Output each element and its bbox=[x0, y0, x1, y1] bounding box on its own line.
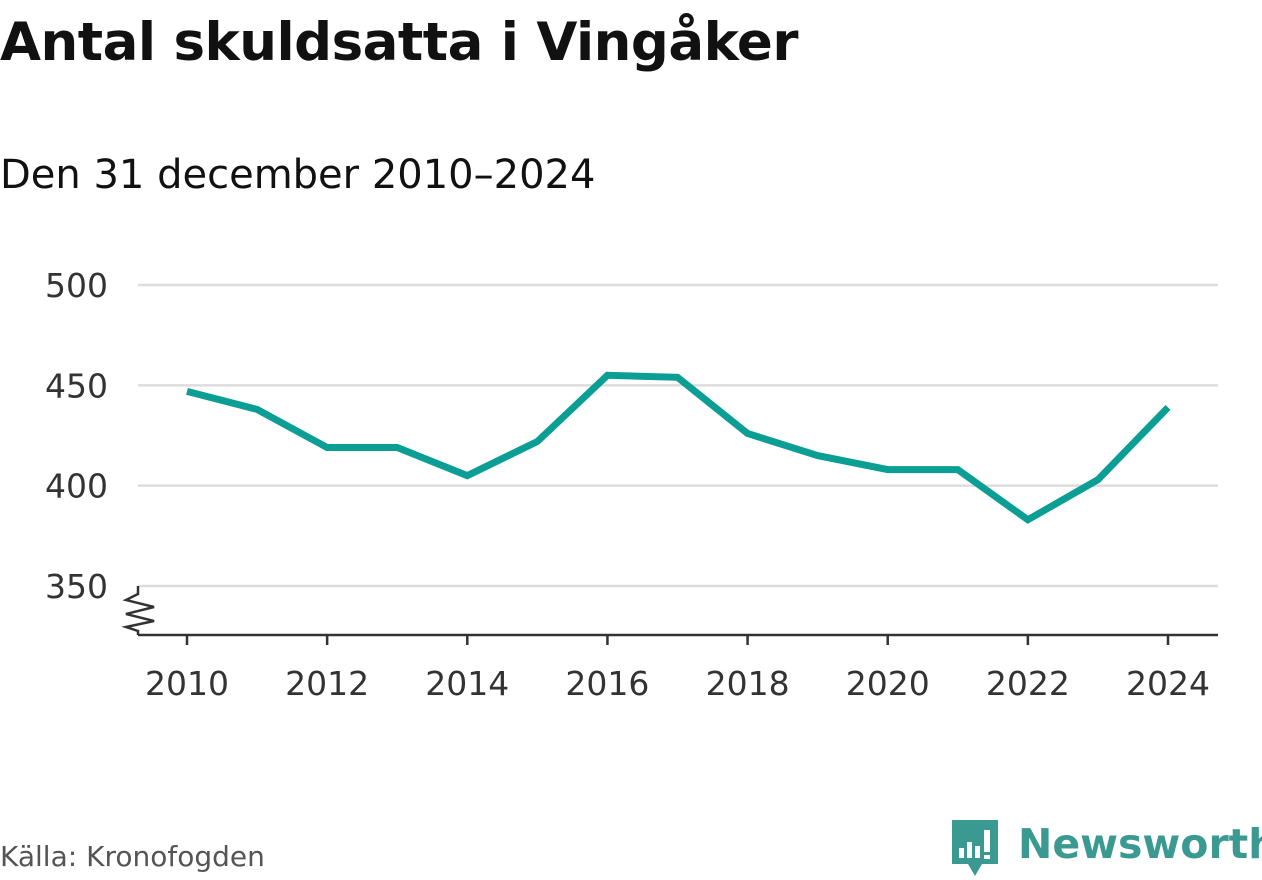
brand-name: Newsworthy bbox=[1018, 820, 1262, 868]
x-tick-label-2020: 2020 bbox=[846, 664, 930, 703]
y-tick-label-500: 500 bbox=[45, 266, 108, 305]
newsworthy-logo-icon bbox=[952, 820, 998, 876]
series-layer bbox=[186, 371, 1171, 524]
brand-logo: Newsworthy bbox=[950, 818, 1262, 880]
y-tick-label-350: 350 bbox=[45, 567, 108, 606]
source-note: Källa: Kronofogden bbox=[0, 840, 265, 873]
chart-title: Antal skuldsatta i Vingåker bbox=[0, 12, 799, 73]
y-tick-label-400: 400 bbox=[45, 467, 108, 506]
series-line-0 bbox=[186, 371, 1171, 524]
x-tick-label-2018: 2018 bbox=[706, 664, 790, 703]
gridlines bbox=[138, 283, 1218, 588]
x-tick-label-2016: 2016 bbox=[565, 664, 649, 703]
x-axis-tick-labels: 2010 2012 2014 2016 2018 2020 2022 2024 bbox=[145, 664, 1210, 703]
y-tick-label-450: 450 bbox=[45, 366, 108, 405]
x-axis bbox=[121, 586, 1218, 645]
x-tick-label-2012: 2012 bbox=[285, 664, 369, 703]
chart-subtitle: Den 31 december 2010–2024 bbox=[0, 152, 596, 198]
line-chart: 350 400 450 500 2010 2012 2014 2016 2018 2020 202… bbox=[45, 266, 1218, 703]
x-tick-label-2010: 2010 bbox=[145, 664, 229, 703]
x-tick-label-2014: 2014 bbox=[425, 664, 509, 703]
x-tick-label-2024: 2024 bbox=[1126, 664, 1210, 703]
axis-break-icon bbox=[121, 586, 155, 635]
y-axis-tick-labels: 350 400 450 500 bbox=[45, 266, 108, 606]
x-tick-label-2022: 2022 bbox=[986, 664, 1070, 703]
